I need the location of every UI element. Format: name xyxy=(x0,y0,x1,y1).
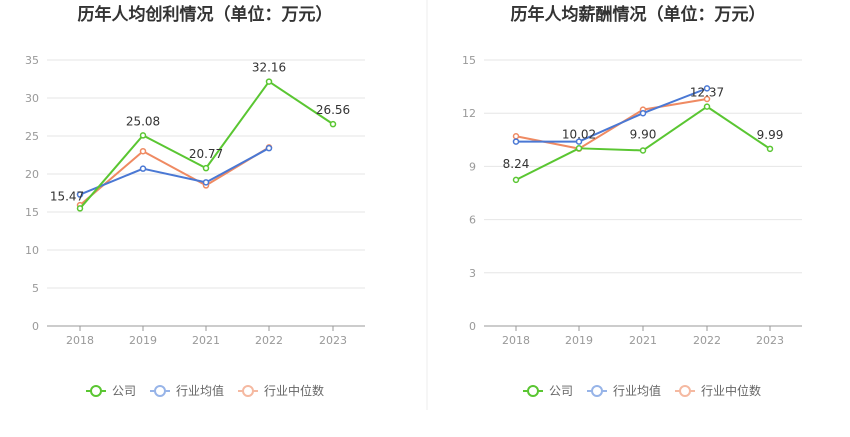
legend: 公司 行业均值 行业中位数 xyxy=(523,383,761,398)
x-tick-label: 2018 xyxy=(66,334,94,347)
legend-label: 行业均值 xyxy=(613,383,661,398)
data-point xyxy=(265,144,273,152)
y-tick-label: 5 xyxy=(32,282,39,295)
legend: 公司 行业均值 行业中位数 xyxy=(86,383,324,398)
y-tick-label: 30 xyxy=(25,92,39,105)
y-tick-label: 6 xyxy=(469,214,476,227)
data-point xyxy=(265,78,273,85)
legend-item[interactable]: 行业均值 xyxy=(587,383,661,398)
chart-title: 历年人均薪酬情况（单位：万元） xyxy=(511,4,766,25)
legend-marker-icon xyxy=(90,385,102,397)
data-point xyxy=(202,179,210,186)
legend-marker-icon xyxy=(242,385,254,397)
data-point xyxy=(639,109,647,117)
y-tick-label: 0 xyxy=(32,320,39,333)
data-point xyxy=(639,147,647,154)
legend-label: 公司 xyxy=(112,384,136,398)
data-point xyxy=(703,85,711,92)
chart-title: 历年人均创利情况（单位：万元） xyxy=(78,4,333,25)
legend-label: 公司 xyxy=(549,384,573,398)
data-label: 8.24 xyxy=(503,157,530,171)
legend-item[interactable]: 行业均值 xyxy=(150,383,224,398)
data-point xyxy=(139,147,147,155)
data-point xyxy=(703,103,711,110)
legend-item[interactable]: 公司 xyxy=(523,384,573,398)
y-tick-label: 10 xyxy=(25,244,39,257)
legend-marker-icon xyxy=(591,385,603,397)
data-point xyxy=(202,164,210,172)
legend-label: 行业均值 xyxy=(176,383,224,398)
x-tick-label: 2023 xyxy=(756,334,784,347)
y-tick-label: 35 xyxy=(25,54,39,67)
series-line-3 xyxy=(79,146,270,206)
y-tick-label: 25 xyxy=(25,130,39,143)
data-label: 26.56 xyxy=(316,103,350,117)
data-point xyxy=(329,120,337,128)
y-tick-label: 12 xyxy=(462,107,476,120)
x-tick-label: 2022 xyxy=(693,334,721,347)
x-tick-label: 2021 xyxy=(629,334,657,347)
y-tick-label: 0 xyxy=(469,320,476,333)
data-point xyxy=(575,138,583,145)
series-line-2 xyxy=(516,87,708,143)
legend-marker-icon xyxy=(679,385,691,397)
data-point xyxy=(703,95,711,103)
x-tick-label: 2022 xyxy=(255,334,283,347)
x-tick-label: 2019 xyxy=(129,334,157,347)
y-tick-label: 20 xyxy=(25,168,39,181)
y-tick-label: 15 xyxy=(25,206,39,219)
data-point xyxy=(512,176,520,184)
data-label: 9.99 xyxy=(757,128,784,142)
data-point xyxy=(139,165,147,172)
x-tick-label: 2023 xyxy=(319,334,347,347)
legend-marker-icon xyxy=(154,385,166,397)
x-tick-label: 2018 xyxy=(502,334,530,347)
y-tick-label: 9 xyxy=(469,160,476,173)
y-tick-label: 15 xyxy=(462,54,476,67)
legend-item[interactable]: 行业中位数 xyxy=(238,383,324,398)
data-point xyxy=(139,132,147,139)
y-tick-label: 3 xyxy=(469,267,476,280)
series-line-1 xyxy=(79,80,334,210)
data-point xyxy=(766,145,774,153)
legend-marker-icon xyxy=(527,385,539,397)
x-tick-label: 2019 xyxy=(565,334,593,347)
legend-label: 行业中位数 xyxy=(264,383,324,398)
data-label: 9.90 xyxy=(630,127,657,141)
data-point xyxy=(76,191,84,198)
legend-label: 行业中位数 xyxy=(701,383,761,398)
x-tick-label: 2021 xyxy=(192,334,220,347)
data-label: 10.02 xyxy=(562,127,596,141)
legend-item[interactable]: 行业中位数 xyxy=(675,383,761,398)
data-label: 15.47 xyxy=(50,189,84,203)
data-label: 32.16 xyxy=(252,61,286,75)
chart-panel-1: 历年人均创利情况（单位：万元） 0 5 10 15 20 25 30 35 2018 2019 202… xyxy=(25,4,365,398)
data-label: 12.37 xyxy=(690,86,724,100)
legend-item[interactable]: 公司 xyxy=(86,384,136,398)
data-point xyxy=(76,205,84,212)
chart-panel-2: 历年人均薪酬情况（单位：万元） 0 3 6 9 12 15 2018 2019 2021 2022 2… xyxy=(462,4,802,398)
data-point xyxy=(512,133,520,140)
data-label: 20.77 xyxy=(189,147,223,161)
data-point xyxy=(575,145,583,152)
data-point xyxy=(512,138,520,145)
series-line-2 xyxy=(79,147,270,196)
data-label: 25.08 xyxy=(126,114,160,128)
